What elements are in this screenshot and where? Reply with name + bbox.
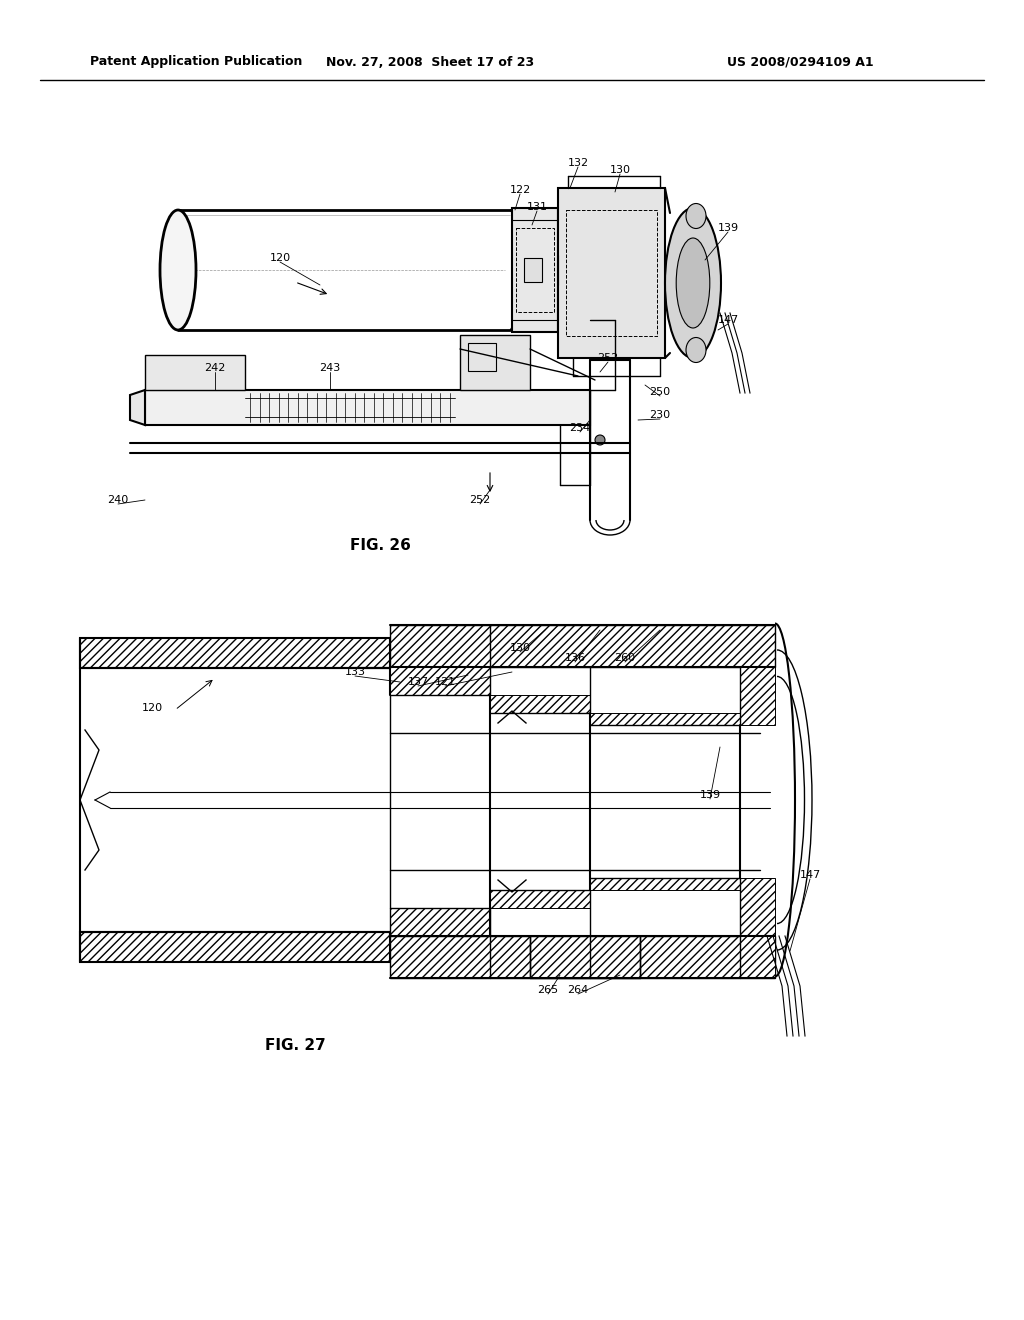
Bar: [530, 936, 640, 978]
Bar: [590, 878, 740, 890]
Bar: [390, 908, 490, 936]
Text: 250: 250: [649, 387, 671, 397]
Polygon shape: [130, 389, 145, 425]
Text: 147: 147: [718, 315, 738, 325]
Bar: [490, 696, 590, 713]
Text: 120: 120: [141, 704, 163, 713]
Bar: [740, 667, 775, 725]
Text: 130: 130: [510, 643, 530, 653]
Text: 242: 242: [205, 363, 225, 374]
Text: 234: 234: [569, 422, 591, 433]
Text: 139: 139: [699, 789, 721, 800]
Text: 137: 137: [408, 677, 429, 686]
Bar: [566, 210, 657, 337]
Text: 147: 147: [800, 870, 820, 880]
Text: 265: 265: [538, 985, 558, 995]
Ellipse shape: [665, 209, 721, 358]
Text: 260: 260: [614, 653, 636, 663]
Bar: [80, 638, 390, 668]
Text: 133: 133: [344, 667, 366, 677]
Ellipse shape: [160, 210, 196, 330]
Bar: [512, 209, 558, 333]
Text: 121: 121: [434, 677, 456, 686]
Text: US 2008/0294109 A1: US 2008/0294109 A1: [727, 55, 873, 69]
Text: 264: 264: [567, 985, 589, 995]
Ellipse shape: [686, 338, 706, 363]
Ellipse shape: [595, 436, 605, 445]
Ellipse shape: [676, 238, 710, 327]
Text: 139: 139: [718, 223, 738, 234]
Bar: [390, 936, 775, 978]
Text: 252: 252: [597, 352, 618, 363]
Text: Nov. 27, 2008  Sheet 17 of 23: Nov. 27, 2008 Sheet 17 of 23: [326, 55, 535, 69]
Text: 122: 122: [509, 185, 530, 195]
Bar: [390, 667, 490, 696]
Bar: [490, 890, 590, 908]
Text: 243: 243: [319, 363, 341, 374]
Bar: [524, 257, 542, 282]
Text: 130: 130: [609, 165, 631, 176]
Text: 120: 120: [269, 253, 291, 263]
Bar: [590, 713, 740, 725]
Bar: [460, 335, 530, 389]
Bar: [80, 932, 390, 962]
Text: 240: 240: [108, 495, 129, 506]
Text: 132: 132: [567, 158, 589, 168]
Bar: [468, 343, 496, 371]
Text: Patent Application Publication: Patent Application Publication: [90, 55, 302, 69]
Text: FIG. 26: FIG. 26: [349, 539, 411, 553]
Bar: [516, 228, 554, 312]
Bar: [390, 624, 775, 667]
Bar: [558, 187, 665, 358]
Bar: [145, 389, 590, 425]
Bar: [145, 355, 245, 389]
Bar: [740, 878, 775, 978]
Text: 131: 131: [526, 202, 548, 213]
Ellipse shape: [686, 203, 706, 228]
Text: 136: 136: [564, 653, 586, 663]
Text: 230: 230: [649, 411, 671, 420]
Text: 252: 252: [469, 495, 490, 506]
Text: FIG. 27: FIG. 27: [264, 1038, 326, 1052]
